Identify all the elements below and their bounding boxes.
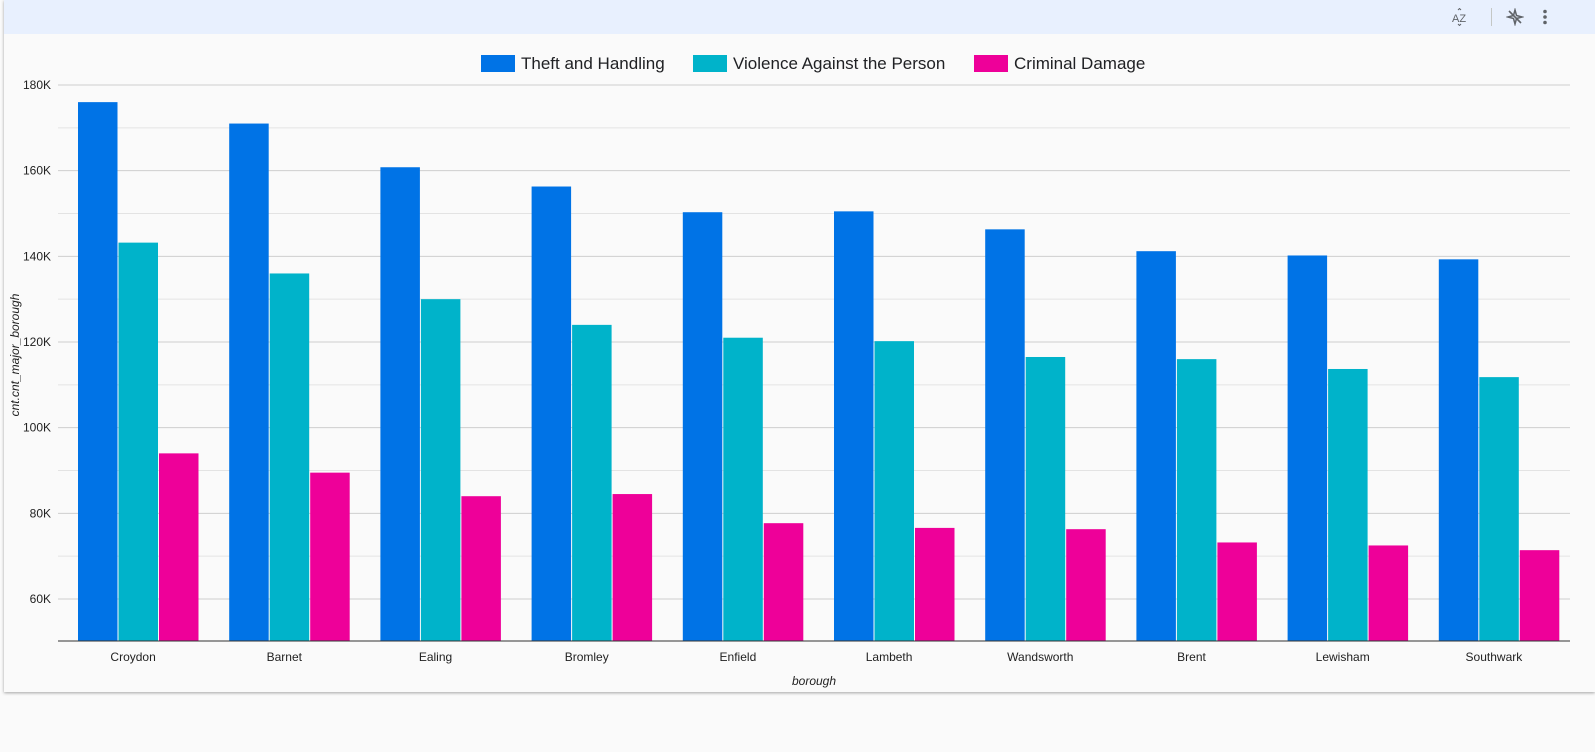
bar-theft-and-handling[interactable] <box>985 229 1025 641</box>
bar-chart: 60K 80K 100K 120K 140K 160K 180K Croydon Barnet… <box>8 54 1570 688</box>
bar-violence-against-the-person[interactable] <box>1328 368 1368 641</box>
bar-theft-and-handling[interactable] <box>380 167 420 642</box>
bar-criminal-damage[interactable] <box>1066 529 1106 641</box>
x-tick-label: Barnet <box>267 650 303 664</box>
legend-item-criminal-damage[interactable]: Criminal Damage <box>974 54 1145 73</box>
bar-theft-and-handling[interactable] <box>229 123 269 642</box>
bar-theft-and-handling[interactable] <box>1136 251 1176 641</box>
bar-criminal-damage[interactable] <box>310 472 350 641</box>
legend-label: Violence Against the Person <box>733 54 945 73</box>
bar-violence-against-the-person[interactable] <box>723 337 763 641</box>
svg-text:AZ: AZ <box>1452 13 1466 25</box>
bar-violence-against-the-person[interactable] <box>118 242 159 642</box>
bar-violence-against-the-person[interactable] <box>1479 377 1519 641</box>
y-tick-label: 80K <box>30 506 51 520</box>
bar-criminal-damage[interactable] <box>461 496 501 641</box>
x-axis-ticks: Croydon Barnet Ealing Bromley Enfield Lambeth… <box>110 650 1523 664</box>
y-axis-title: cnt.cnt_major_borough <box>8 293 22 416</box>
bar-violence-against-the-person[interactable] <box>572 324 612 641</box>
bar-criminal-damage[interactable] <box>612 494 653 641</box>
x-tick-label: Ealing <box>419 650 452 664</box>
x-tick-label: Lewisham <box>1316 650 1370 664</box>
bar-violence-against-the-person[interactable] <box>1025 356 1066 641</box>
bar-violence-against-the-person[interactable] <box>269 273 310 641</box>
x-tick-label: Enfield <box>720 650 757 664</box>
sort-az-icon[interactable]: AZ <box>1448 6 1470 28</box>
legend-item-violence-against-the-person[interactable]: Violence Against the Person <box>693 54 945 73</box>
legend-swatch <box>974 55 1008 72</box>
bar-violence-against-the-person[interactable] <box>874 341 915 641</box>
x-tick-label: Wandsworth <box>1007 650 1073 664</box>
bar-criminal-damage[interactable] <box>1368 545 1409 641</box>
x-tick-label: Bromley <box>565 650 609 664</box>
bar-criminal-damage[interactable] <box>159 453 199 641</box>
bar-theft-and-handling[interactable] <box>531 186 572 641</box>
y-axis-ticks: 60K 80K 100K 120K 140K 160K 180K <box>23 78 51 606</box>
bar-violence-against-the-person[interactable] <box>420 299 461 641</box>
legend-label: Theft and Handling <box>521 54 665 73</box>
x-axis-title: borough <box>792 674 836 688</box>
bar-criminal-damage[interactable] <box>763 523 804 641</box>
bar-criminal-damage[interactable] <box>915 527 955 641</box>
y-tick-label: 100K <box>23 421 51 435</box>
legend-swatch <box>693 55 727 72</box>
bar-violence-against-the-person[interactable] <box>1176 359 1217 641</box>
y-tick-label: 140K <box>23 249 51 263</box>
legend: Theft and Handling Violence Against the P… <box>481 54 1145 73</box>
bar-criminal-damage[interactable] <box>1519 550 1560 641</box>
toolbar-divider <box>1491 8 1492 26</box>
legend-swatch <box>481 55 515 72</box>
bar-theft-and-handling[interactable] <box>1438 259 1479 641</box>
bar-theft-and-handling[interactable] <box>682 212 723 641</box>
y-tick-label: 60K <box>30 592 51 606</box>
sparkle-off-icon[interactable] <box>1504 6 1526 28</box>
bar-criminal-damage[interactable] <box>1217 542 1257 641</box>
bar-theft-and-handling[interactable] <box>78 102 118 642</box>
y-tick-label: 120K <box>23 335 51 349</box>
x-tick-label: Southwark <box>1466 650 1524 664</box>
more-vert-icon[interactable] <box>1534 6 1556 28</box>
bar-theft-and-handling[interactable] <box>834 211 874 641</box>
legend-label: Criminal Damage <box>1014 54 1145 73</box>
bar-theft-and-handling[interactable] <box>1287 255 1328 641</box>
x-tick-label: Croydon <box>110 650 155 664</box>
legend-item-theft-and-handling[interactable]: Theft and Handling <box>481 54 665 73</box>
y-tick-label: 160K <box>23 164 51 178</box>
y-tick-label: 180K <box>23 78 51 92</box>
x-tick-label: Lambeth <box>866 650 913 664</box>
x-tick-label: Brent <box>1177 650 1206 664</box>
bars <box>78 102 1560 642</box>
chart-toolbar: AZ <box>4 0 1595 34</box>
